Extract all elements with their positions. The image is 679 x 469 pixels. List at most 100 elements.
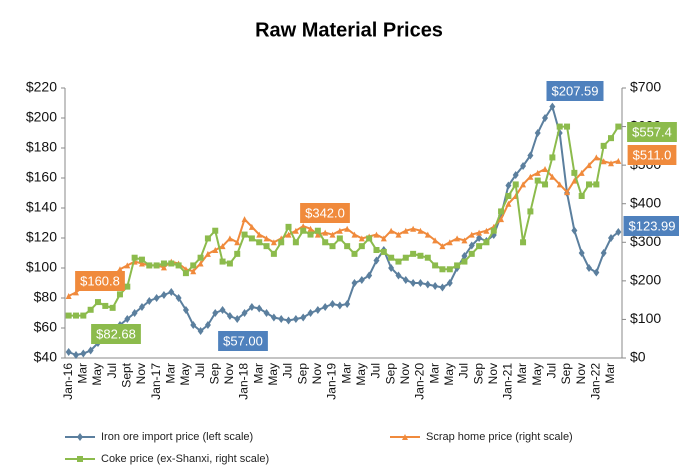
x-tick-label: Sep	[559, 363, 573, 385]
x-tick-label: Jul	[545, 363, 559, 378]
point	[131, 254, 138, 261]
point	[615, 157, 622, 164]
point	[549, 102, 556, 111]
point	[373, 231, 380, 238]
point	[542, 181, 549, 188]
point	[248, 303, 255, 311]
y-tick-label: $160	[26, 169, 57, 185]
point	[204, 321, 211, 329]
point	[65, 292, 72, 299]
x-tick-label: Jan-17	[149, 363, 163, 400]
annotation-box	[91, 324, 141, 344]
point	[80, 312, 87, 319]
y-tick-label: $180	[26, 139, 57, 155]
point	[344, 300, 351, 308]
point	[336, 301, 343, 310]
point	[314, 231, 321, 238]
point	[65, 348, 72, 356]
point	[615, 228, 622, 237]
x-tick-label: May	[266, 363, 280, 386]
point	[556, 181, 563, 188]
point	[160, 264, 167, 271]
point	[608, 135, 615, 142]
point	[204, 250, 211, 257]
point	[292, 239, 299, 246]
point	[454, 262, 461, 269]
point	[138, 260, 145, 267]
series-line	[68, 125, 620, 317]
annotation-text: $160.8	[80, 273, 120, 288]
annotation-box	[546, 81, 604, 101]
point	[454, 235, 461, 242]
point	[87, 306, 94, 313]
point	[197, 260, 204, 267]
point	[131, 309, 138, 317]
point	[520, 239, 527, 246]
x-tick-label: Jan-20	[413, 363, 427, 400]
legend-item: Scrap home price (right scale)	[390, 431, 573, 443]
point	[322, 303, 329, 311]
point	[615, 123, 622, 130]
annotation-text: $207.59	[552, 83, 599, 98]
point	[300, 227, 307, 234]
point	[534, 169, 541, 176]
point	[498, 216, 505, 223]
series	[65, 154, 622, 299]
point	[256, 304, 263, 313]
x-tick-label: Nov	[486, 363, 500, 384]
annotation-box	[300, 203, 350, 223]
point	[212, 227, 219, 234]
point	[527, 173, 534, 180]
point	[344, 243, 351, 250]
point	[307, 231, 314, 238]
point	[190, 262, 197, 269]
point	[314, 227, 321, 234]
point	[241, 231, 248, 238]
y2-tick-label: $700	[630, 79, 661, 95]
point	[534, 129, 541, 137]
point	[329, 300, 336, 308]
x-tick-label: Jul	[105, 363, 119, 378]
x-tick-label: Jan-18	[237, 363, 251, 400]
point	[600, 142, 607, 149]
point	[542, 166, 549, 172]
series-line	[68, 156, 619, 297]
x-tick-label: Jul	[281, 363, 295, 378]
point	[402, 434, 408, 440]
point	[109, 304, 116, 311]
chart-title: Raw Material Prices	[255, 19, 443, 41]
annotation-text: $557.4	[632, 124, 672, 139]
point	[219, 243, 226, 250]
legend-label: Iron ore import price (left scale)	[101, 431, 253, 443]
point	[226, 260, 233, 267]
point	[417, 252, 424, 259]
point	[578, 169, 585, 176]
annotation-text: $511.0	[633, 147, 672, 162]
point	[307, 309, 314, 317]
point	[329, 243, 336, 250]
series	[65, 123, 622, 319]
legend-label: Coke price (ex-Shanxi, right scale)	[101, 453, 269, 465]
point	[366, 271, 373, 280]
point	[476, 243, 483, 250]
point	[336, 227, 343, 234]
point	[65, 312, 72, 319]
series-line	[68, 104, 619, 357]
point	[527, 151, 534, 160]
point	[549, 154, 556, 161]
point	[432, 237, 439, 244]
point	[322, 229, 329, 236]
point	[351, 231, 358, 238]
x-tick-label: Mar	[339, 363, 353, 384]
x-tick-label: Nov	[134, 363, 148, 384]
point	[424, 231, 431, 238]
point	[300, 223, 307, 230]
point	[571, 169, 578, 176]
point	[94, 299, 101, 306]
point	[234, 250, 241, 257]
point	[439, 266, 446, 273]
point	[571, 226, 578, 235]
point	[468, 241, 475, 250]
point	[72, 289, 79, 296]
point	[80, 349, 87, 358]
